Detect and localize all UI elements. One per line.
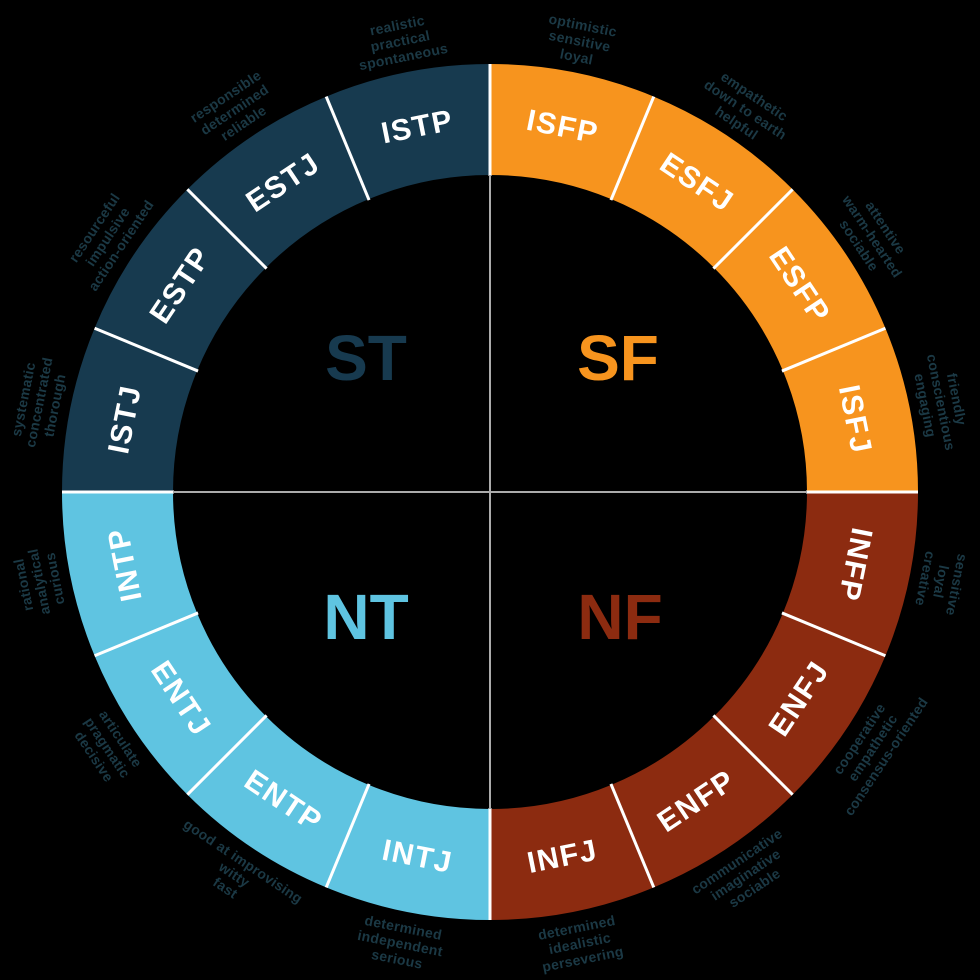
segment-INTP [62,492,198,656]
trait-word: loyal [930,564,952,600]
segment-INFP [782,492,918,656]
segment-separator [324,783,371,888]
segment-INTJ [326,784,490,920]
traits-INFJ: determinedidealisticpersevering [535,912,625,975]
traits-INTP: rationalanalyticalcurious [9,544,69,619]
quadrant-label-ST: ST [325,322,407,394]
traits-ISFJ: friendlyconscientiousengaging [908,350,974,456]
segment-INFJ [490,784,654,920]
segment-separator [781,326,886,373]
traits-INTJ: determinedindependentserious [353,911,447,975]
segment-ISTJ [62,328,198,492]
segment-ENTP [187,716,369,888]
segment-ISFJ [782,328,918,492]
segment-ENTJ [94,613,266,795]
segment-ENFJ [714,613,886,795]
quadrant-label-SF: SF [577,322,659,394]
segment-ESTP [94,189,266,371]
segment-ISFP [490,64,654,200]
segment-separator [94,326,199,373]
trait-word: loyal [559,45,595,67]
segment-separator [186,714,268,796]
segment-separator [712,188,794,270]
quadrant-label-NT: NT [323,581,408,653]
segment-separator [781,611,886,658]
traits-ISTP: realisticpracticalspontaneous [351,8,449,73]
segment-ENFP [611,716,793,888]
segment-ESFJ [611,96,793,268]
segment-separator [609,783,656,888]
traits-ISFP: optimisticsensitiveloyal [541,11,618,72]
segment-separator [324,96,371,201]
segment-ESTJ [187,96,369,268]
segment-ISTP [326,64,490,200]
segment-separator [609,96,656,201]
quadrant-label-NF: NF [577,581,662,653]
traits-INFP: sensitiveloyalcreative [912,546,971,617]
traits-ISTJ: systematicconcentratedthorough [6,353,71,452]
segment-separator [712,714,794,796]
segment-separator [94,611,199,658]
segment-separator [186,188,268,270]
segment-ESFP [714,189,886,371]
